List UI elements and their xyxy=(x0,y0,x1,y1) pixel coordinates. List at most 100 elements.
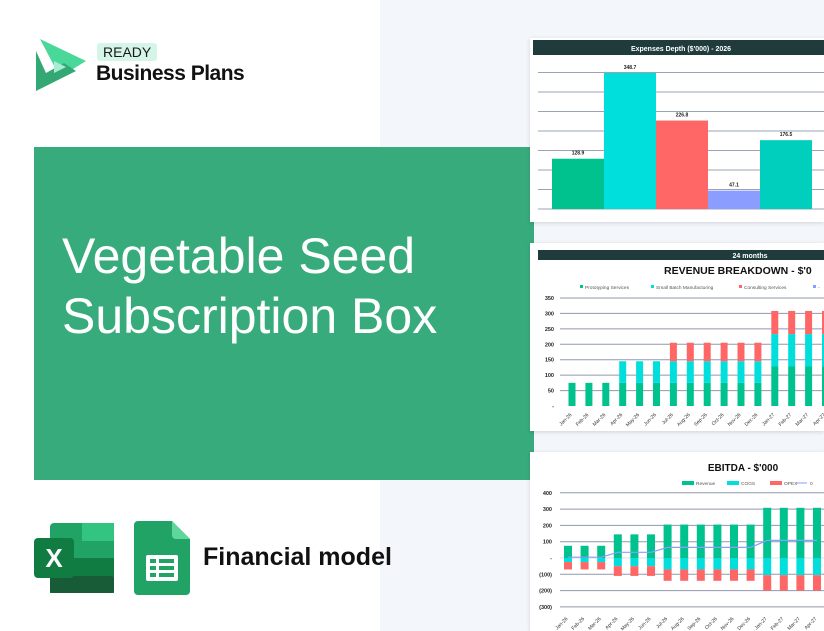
bar-segment xyxy=(737,382,745,406)
y-tick-label: 50 xyxy=(548,389,554,395)
y-tick-label: (100) xyxy=(539,572,552,578)
bar-segment xyxy=(669,361,677,383)
bar-segment xyxy=(720,382,728,406)
legend-label: Revenue xyxy=(696,481,716,487)
bar-opex xyxy=(746,569,755,581)
bar-cogs xyxy=(580,558,589,563)
bar-cogs xyxy=(647,558,655,567)
x-tick-label: Feb-26 xyxy=(571,616,587,631)
y-tick-label: 400 xyxy=(543,491,552,497)
x-tick-label: Nov-26 xyxy=(720,616,736,631)
bar-segment xyxy=(737,342,745,362)
data-label: 128.9 xyxy=(572,151,585,157)
x-tick-label: Mar-26 xyxy=(587,616,603,631)
bar-cogs xyxy=(763,558,772,576)
x-tick-label: Nov-26 xyxy=(727,412,743,428)
bar-segment xyxy=(822,310,824,335)
x-tick-label: Oct-26 xyxy=(711,412,726,427)
x-tick-label: Mar-26 xyxy=(592,412,608,428)
x-tick-label: Mar-27 xyxy=(786,616,802,631)
bar-revenue xyxy=(763,507,772,558)
bar-segment xyxy=(602,382,610,406)
bar-revenue xyxy=(730,524,738,558)
x-tick-label: Dec-26 xyxy=(744,412,760,428)
legend-swatch xyxy=(682,481,694,485)
bar-segment xyxy=(686,382,694,406)
bar xyxy=(656,120,708,209)
bar-opex xyxy=(763,575,772,591)
y-tick-label: 300 xyxy=(545,311,554,317)
x-tick-label: May-26 xyxy=(620,616,636,631)
x-tick-label: Feb-26 xyxy=(575,412,591,428)
bar-segment xyxy=(822,334,824,367)
legend-label: Small Batch Manufacturing xyxy=(656,285,714,291)
revenue-chart-card: 24 months REVENUE BREAKDOWN - $'0 Prototyp… xyxy=(530,243,824,431)
y-tick-label: 200 xyxy=(545,342,554,348)
y-tick-label: 100 xyxy=(545,373,554,379)
bar xyxy=(760,140,812,209)
x-tick-label: Oct-26 xyxy=(704,616,719,631)
bar-segment xyxy=(822,366,824,406)
revenue-chart: 24 months REVENUE BREAKDOWN - $'0 Prototyp… xyxy=(538,250,824,428)
expenses-chart-card: Expenses Depth ($'000) - 2026 128.9 348.7 2… xyxy=(530,38,824,222)
bar-opex xyxy=(813,575,821,591)
legend-swatch xyxy=(727,481,739,485)
bar xyxy=(604,73,656,209)
bar-revenue xyxy=(713,524,722,558)
legend-swatch xyxy=(739,285,742,288)
bar-opex xyxy=(696,569,705,581)
x-tick-label: Jan-27 xyxy=(754,616,769,631)
bar-opex xyxy=(779,575,788,591)
bar-cogs xyxy=(663,558,672,570)
bar-opex xyxy=(796,575,805,591)
bar-segment xyxy=(703,382,711,406)
y-tick-label: (200) xyxy=(539,589,552,595)
y-tick-label: 200 xyxy=(543,523,552,529)
bar-segment xyxy=(720,342,728,362)
bar-cogs xyxy=(730,558,738,570)
ebitda-chart-card: EBITDA - $'000 Revenue COGS OPEX 0 (300) (200)… xyxy=(530,452,824,631)
x-tick-label: Feb-27 xyxy=(778,412,794,428)
bar-segment xyxy=(754,382,762,406)
x-tick-label: Sep-26 xyxy=(693,412,709,428)
brand-name: Business Plans xyxy=(96,62,245,85)
bar-segment xyxy=(788,334,796,367)
y-tick-label: 250 xyxy=(545,327,554,333)
data-label: 47.1 xyxy=(729,183,739,189)
bar-cogs xyxy=(779,558,788,576)
expenses-chart: Expenses Depth ($'000) - 2026 128.9 348.7 2… xyxy=(533,40,824,210)
legend-label: 0 xyxy=(810,481,813,487)
x-tick-label: Jun-26 xyxy=(637,616,652,631)
google-sheets-icon xyxy=(134,521,190,595)
bar-opex xyxy=(613,566,622,576)
bar-segment xyxy=(788,366,796,406)
bar-segment xyxy=(771,366,779,406)
bar-revenue xyxy=(779,507,788,558)
bar-revenue xyxy=(647,534,655,558)
chart-header xyxy=(538,250,824,260)
bar-segment xyxy=(636,382,644,406)
legend-swatch xyxy=(651,285,654,288)
legend-label: - xyxy=(818,286,820,291)
bar-revenue xyxy=(696,524,705,558)
bar-segment xyxy=(669,382,677,406)
y-tick-label: 350 xyxy=(545,296,554,302)
x-tick-label: Sep-26 xyxy=(687,616,703,631)
bar-cogs xyxy=(713,558,722,570)
x-tick-label: Jun-26 xyxy=(643,412,658,427)
bar-segment xyxy=(805,334,813,367)
financial-model-label: Financial model xyxy=(203,543,392,571)
x-tick-label: Jul-26 xyxy=(661,412,675,426)
chart-title: REVENUE BREAKDOWN - $'0 xyxy=(664,265,812,277)
y-tick-label: 300 xyxy=(543,507,552,513)
x-tick-label: Apr-26 xyxy=(609,412,624,427)
bar-opex xyxy=(730,569,738,581)
logo-icon xyxy=(36,39,86,91)
legend-label: Consulting Services xyxy=(744,285,787,291)
legend-label: COGS xyxy=(741,481,755,487)
bar-revenue xyxy=(796,507,805,558)
bar-segment xyxy=(703,342,711,362)
bar-revenue xyxy=(746,524,755,558)
bar-opex xyxy=(630,566,639,576)
chart-title: EBITDA - $'000 xyxy=(708,463,779,474)
